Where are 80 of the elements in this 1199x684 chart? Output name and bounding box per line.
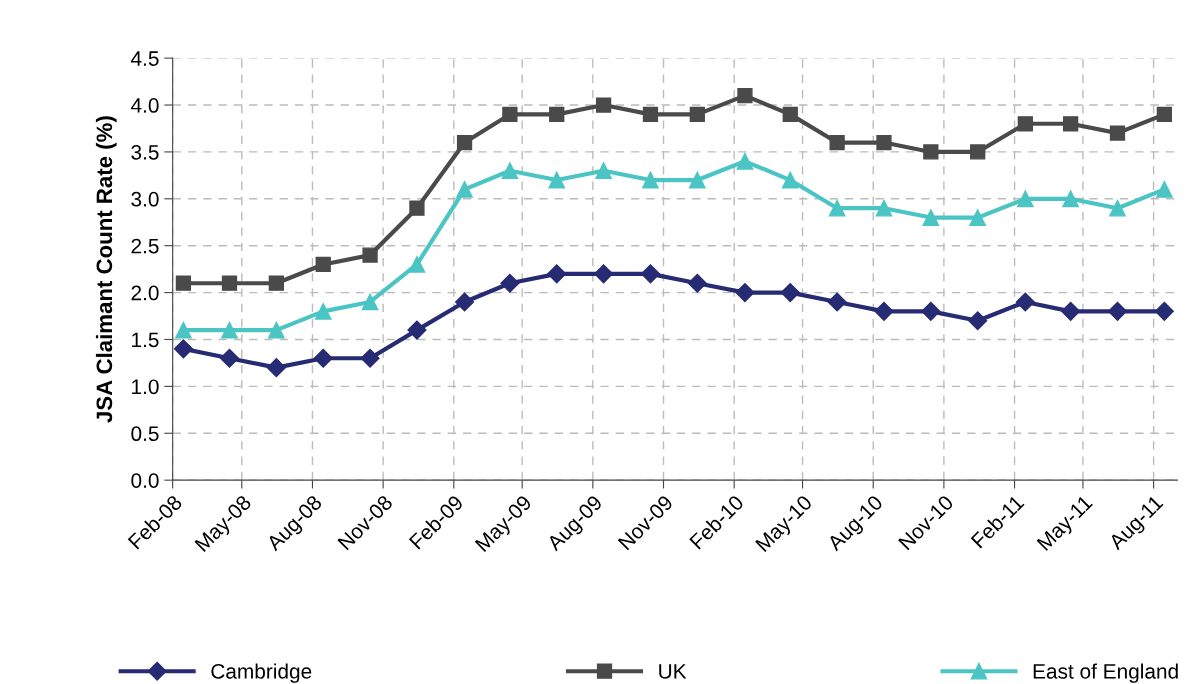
point xyxy=(1017,116,1033,132)
point xyxy=(456,181,473,198)
point xyxy=(876,134,892,151)
y-tick-label: 0.0 xyxy=(131,473,159,488)
point xyxy=(595,97,612,113)
point xyxy=(1109,125,1126,141)
point xyxy=(1061,301,1081,321)
point xyxy=(547,264,567,284)
y-tick-label: 1.5 xyxy=(132,332,159,348)
point xyxy=(594,264,614,284)
point xyxy=(688,171,706,189)
point xyxy=(1107,301,1128,321)
point xyxy=(548,171,566,189)
point xyxy=(266,358,286,378)
point xyxy=(1015,292,1035,312)
point xyxy=(1156,106,1172,123)
y-tick-label: 4.5 xyxy=(130,51,159,66)
y-tick-label: 3.5 xyxy=(131,144,159,160)
point xyxy=(735,283,755,303)
point xyxy=(456,134,473,151)
y-tick-label: 3.0 xyxy=(131,191,159,207)
point xyxy=(970,144,986,160)
point xyxy=(1062,190,1079,208)
point xyxy=(361,293,379,311)
point xyxy=(502,106,518,123)
point xyxy=(500,273,520,293)
point xyxy=(687,273,707,293)
point xyxy=(782,106,798,123)
point xyxy=(409,200,425,216)
point xyxy=(737,88,753,104)
point xyxy=(268,275,284,291)
y-tick-label: 1.0 xyxy=(132,379,159,395)
point xyxy=(362,247,378,263)
point xyxy=(1154,301,1174,321)
point xyxy=(173,339,193,359)
point xyxy=(315,256,331,273)
point xyxy=(642,171,659,189)
point xyxy=(923,144,939,160)
point xyxy=(313,348,333,368)
point xyxy=(1063,116,1079,132)
point xyxy=(874,301,894,321)
point xyxy=(828,199,846,217)
y-tick-label: 4.0 xyxy=(130,98,159,113)
legend-label: UK xyxy=(659,664,687,679)
y-axis-title: JSA Claimant Count Rate (%) xyxy=(95,116,117,423)
point xyxy=(549,106,565,123)
point xyxy=(969,209,987,226)
point xyxy=(642,106,659,123)
point xyxy=(922,209,940,226)
point xyxy=(640,264,660,284)
point xyxy=(175,275,192,291)
point xyxy=(268,321,285,339)
point xyxy=(689,106,705,123)
point xyxy=(408,256,426,273)
point xyxy=(968,311,988,331)
point xyxy=(875,199,893,217)
point xyxy=(1016,190,1034,208)
y-tick-label: 2.0 xyxy=(131,285,159,301)
point xyxy=(780,283,800,303)
point xyxy=(221,275,238,291)
legend-label: Cambridge xyxy=(211,663,312,683)
point xyxy=(221,321,238,339)
point xyxy=(1156,181,1173,198)
point xyxy=(314,303,332,320)
point xyxy=(455,292,475,312)
point xyxy=(827,292,847,312)
point xyxy=(736,152,754,170)
point xyxy=(360,348,380,368)
legend-label: East of England xyxy=(1033,663,1178,683)
point xyxy=(175,321,192,339)
point xyxy=(407,320,427,340)
point xyxy=(921,301,941,321)
point xyxy=(1109,199,1126,217)
y-tick-label: 0.5 xyxy=(131,426,159,442)
point xyxy=(219,348,240,368)
point xyxy=(781,171,799,189)
point xyxy=(595,162,612,180)
y-tick-label: 2.5 xyxy=(131,238,159,254)
point xyxy=(501,162,519,180)
point xyxy=(829,134,845,151)
